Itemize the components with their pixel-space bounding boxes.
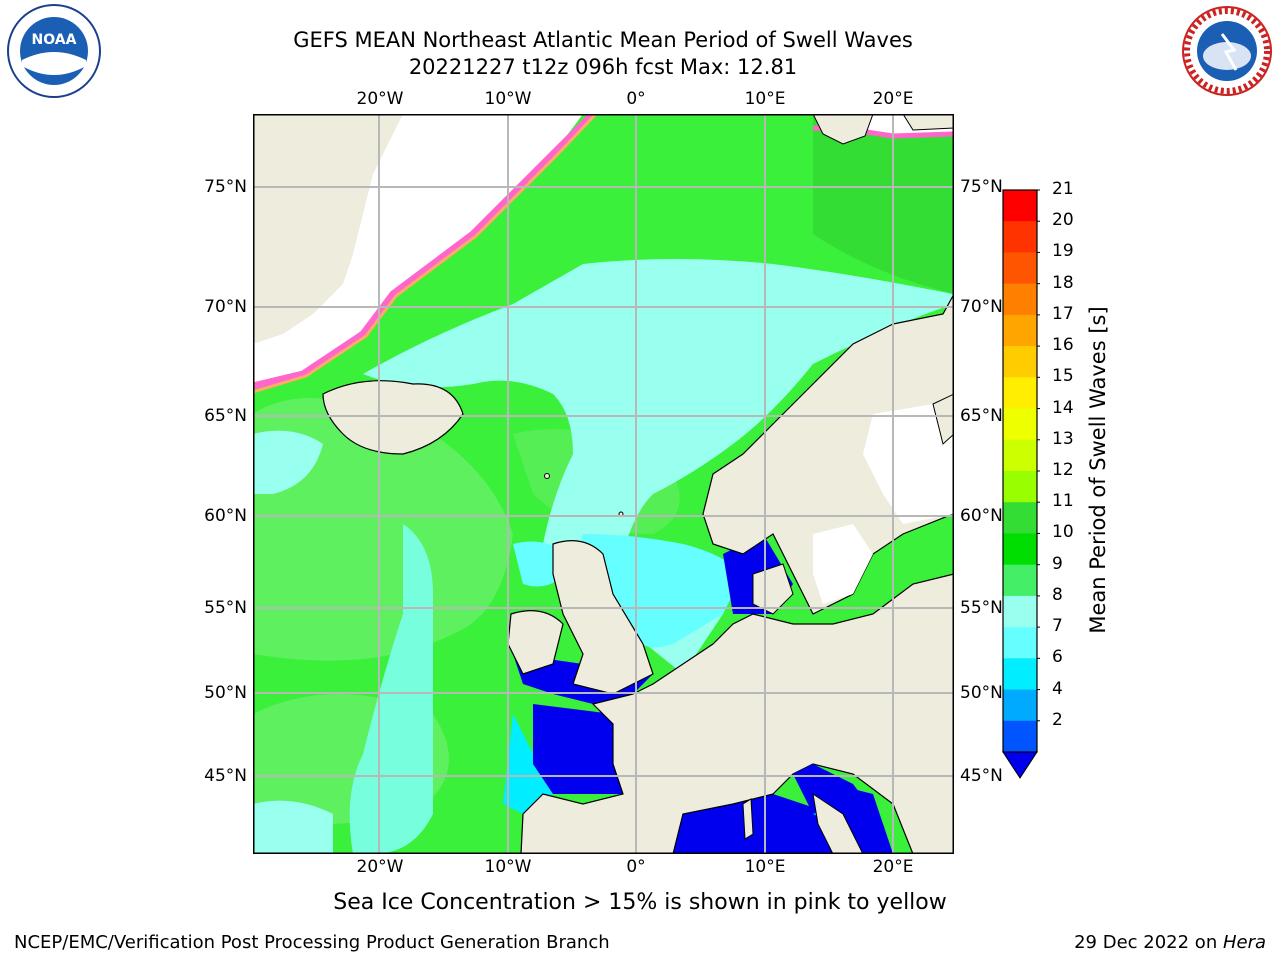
colorbar-segment (1003, 346, 1037, 378)
colorbar-segment (1003, 720, 1037, 753)
colorbar-segment (1003, 533, 1037, 566)
lat-label-right-70n: 70°N (960, 297, 1003, 317)
lon-label-top-0: 0° (626, 89, 646, 109)
colorbar-extension (1002, 751, 1038, 779)
sea-ice-edge (253, 114, 596, 390)
lat-label-left-60n: 60°N (204, 506, 247, 526)
colorbar-segment (1003, 595, 1037, 628)
lat-label-left-75n: 75°N (204, 177, 247, 197)
lon-label-top-20w: 20°W (356, 89, 404, 109)
lat-label-right-55n: 55°N (960, 598, 1003, 618)
colorbar-tick-label: 13 (1052, 428, 1074, 449)
colorbar-segment (1003, 439, 1037, 472)
colorbar-segment (1003, 627, 1037, 659)
colorbar-tick-label: 12 (1052, 460, 1074, 480)
colorbar-tick-label: 2 (1052, 709, 1063, 730)
colorbar-segment (1003, 221, 1037, 253)
colorbar-segment (1003, 471, 1037, 503)
colorbar-title: Mean Period of Swell Waves [s] (1086, 306, 1110, 634)
lat-label-left-65n: 65°N (204, 406, 247, 426)
footer-date: 29 Dec 2022 on Hera (1074, 932, 1266, 953)
footer-date-text: 29 Dec 2022 on (1074, 932, 1223, 953)
lon-label-top-20e: 20°E (872, 89, 914, 109)
colorbar-segment (1003, 408, 1037, 441)
lat-label-right-65n: 65°N (960, 406, 1003, 426)
colorbar-tick-label: 10 (1052, 522, 1074, 543)
lat-label-left-55n: 55°N (204, 598, 247, 618)
chart-subtitle: 20221227 t12z 096h fcst Max: 12.81 (408, 55, 798, 79)
lon-label-bottom-10w: 10°W (484, 857, 532, 877)
nws-logo (1182, 6, 1272, 96)
lon-label-bottom-20w: 20°W (356, 857, 404, 877)
noaa-logo: NOAA (7, 4, 101, 98)
colorbar-segment (1003, 283, 1037, 316)
lon-label-top-10w: 10°W (484, 89, 532, 109)
lat-label-right-45n: 45°N (960, 766, 1003, 786)
greenland-land (253, 114, 403, 344)
colorbar-tick-label: 8 (1052, 584, 1063, 605)
great-britain (552, 540, 654, 695)
colorbar-tick-label: 15 (1052, 366, 1074, 387)
colorbar-tick-label: 11 (1052, 491, 1074, 512)
colorbar-tick-label: 17 (1052, 303, 1074, 324)
lat-label-right-75n: 75°N (960, 177, 1003, 197)
lon-label-top-10e: 10°E (744, 89, 786, 109)
colorbar-tick-label: 7 (1052, 616, 1063, 637)
continental-europe (520, 573, 954, 854)
colorbar-segment (1003, 252, 1037, 285)
footer-credit: NCEP/EMC/Verification Post Processing Pr… (14, 932, 610, 953)
colorbar-tick-label: 9 (1052, 553, 1063, 574)
lat-label-left-50n: 50°N (204, 683, 247, 703)
svalbard (812, 114, 874, 145)
colorbar-segment (1003, 658, 1037, 691)
colorbar-tick-label: 19 (1052, 241, 1074, 262)
sea-ice-note: Sea Ice Concentration > 15% is shown in … (333, 890, 947, 915)
colorbar-tick-label: 14 (1052, 397, 1074, 418)
footer-machine: Hera (1222, 932, 1266, 953)
colorbar (1002, 189, 1040, 779)
colorbar-segment (1003, 190, 1037, 222)
colorbar-tick-label: 18 (1052, 272, 1074, 293)
colorbar-tick-label: 20 (1052, 210, 1074, 231)
colorbar-segment (1003, 689, 1037, 722)
lat-label-left-45n: 45°N (204, 766, 247, 786)
graticule (253, 114, 954, 854)
lon-label-bottom-0: 0° (626, 857, 646, 877)
colorbar-tick-label: 21 (1052, 179, 1074, 199)
chart-title: GEFS MEAN Northeast Atlantic Mean Period… (293, 28, 913, 52)
colorbar-segment (1003, 502, 1037, 534)
iceland (322, 380, 464, 455)
lat-label-left-70n: 70°N (204, 297, 247, 317)
colorbar-segment (1003, 377, 1037, 410)
ireland (507, 610, 564, 675)
map-panel (253, 114, 954, 854)
colorbar-segment (1003, 314, 1037, 347)
colorbar-segment (1003, 564, 1037, 597)
lon-label-bottom-20e: 20°E (872, 857, 914, 877)
lat-label-right-60n: 60°N (960, 506, 1003, 526)
colorbar-tick-label: 4 (1052, 678, 1063, 699)
lat-label-right-50n: 50°N (960, 683, 1003, 703)
colorbar-tick-label: 6 (1052, 647, 1063, 668)
colorbar-tick-label: 16 (1052, 335, 1074, 356)
noaa-logo-text: NOAA (32, 32, 77, 48)
lon-label-bottom-10e: 10°E (744, 857, 786, 877)
